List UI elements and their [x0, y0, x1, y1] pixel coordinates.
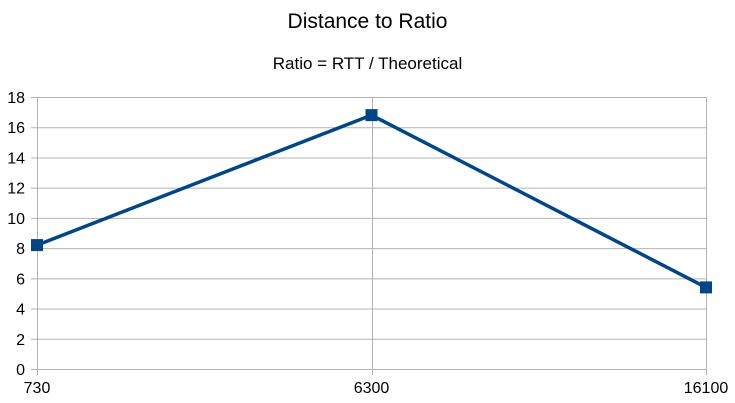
data-point-marker	[31, 239, 43, 252]
y-tick-label: 4	[16, 302, 25, 319]
y-tick-label: 14	[7, 150, 25, 167]
x-tick-label: 16100	[684, 380, 729, 397]
y-tick-label: 10	[7, 211, 25, 228]
y-tick-label: 12	[7, 181, 25, 198]
x-tick-label: 730	[24, 380, 51, 397]
y-tick-label: 6	[16, 271, 25, 288]
y-tick-label: 2	[16, 332, 25, 349]
y-tick-label: 8	[16, 241, 25, 258]
x-tick-label: 6300	[354, 380, 390, 397]
chart-title: Distance to Ratio	[287, 10, 448, 33]
y-tick-label: 18	[7, 90, 25, 107]
data-point-marker	[365, 109, 378, 122]
data-point-marker	[700, 281, 712, 294]
series-line	[36, 113, 707, 289]
y-tick-label: 0	[16, 362, 25, 379]
y-tick-label: 16	[7, 120, 25, 137]
chart-subtitle: Ratio = RTT / Theoretical	[272, 54, 463, 73]
